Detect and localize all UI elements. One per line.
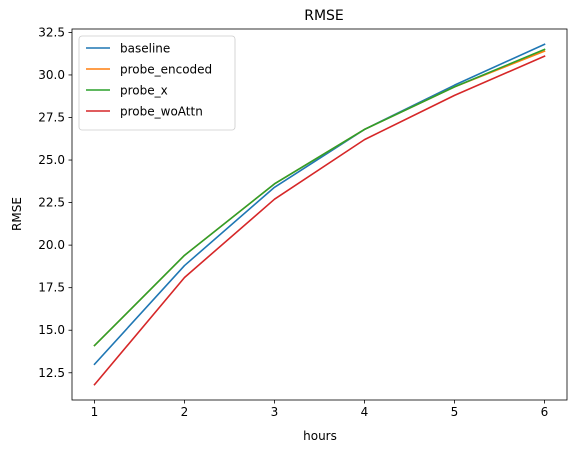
- y-tick-label: 17.5: [38, 281, 65, 295]
- x-axis: 1 2 3 4 5 6: [91, 400, 549, 419]
- x-tick-label: 1: [91, 405, 99, 419]
- x-tick-label: 3: [271, 405, 279, 419]
- legend-box: [78, 35, 236, 131]
- x-tick-label: 5: [451, 405, 459, 419]
- series-line-probe-x: [93, 48, 546, 347]
- y-tick-label: 30.0: [38, 68, 65, 82]
- y-tick-label: 15.0: [38, 323, 65, 337]
- y-axis-label: RMSE: [10, 197, 24, 231]
- legend-label: probe_x: [120, 84, 168, 98]
- y-axis: 12.5 15.0 17.5 20.0 22.5 25.0 27.5 30.0 32.5: [38, 25, 72, 380]
- legend-label: probe_encoded: [120, 63, 212, 77]
- chart-title: RMSE: [304, 8, 344, 24]
- series-line-probe-woAttn: [93, 55, 546, 386]
- x-axis-label: hours: [303, 429, 337, 443]
- series-layer: [93, 43, 546, 386]
- legend-label: probe_woAttn: [120, 105, 203, 119]
- x-tick-label: 6: [541, 405, 549, 419]
- y-tick-label: 27.5: [38, 110, 65, 124]
- y-tick-label: 20.0: [38, 238, 65, 252]
- legend-label: baseline: [120, 42, 170, 56]
- legend: baseline probe_encoded probe_x probe_woAttn: [78, 35, 236, 131]
- plot-frame: [71, 28, 568, 401]
- y-tick-label: 12.5: [38, 366, 65, 380]
- y-tick-label: 32.5: [38, 25, 65, 39]
- y-tick-label: 25.0: [38, 153, 65, 167]
- series-line-baseline: [93, 43, 546, 366]
- x-tick-label: 4: [361, 405, 369, 419]
- y-tick-label: 22.5: [38, 196, 65, 210]
- x-tick-label: 2: [181, 405, 189, 419]
